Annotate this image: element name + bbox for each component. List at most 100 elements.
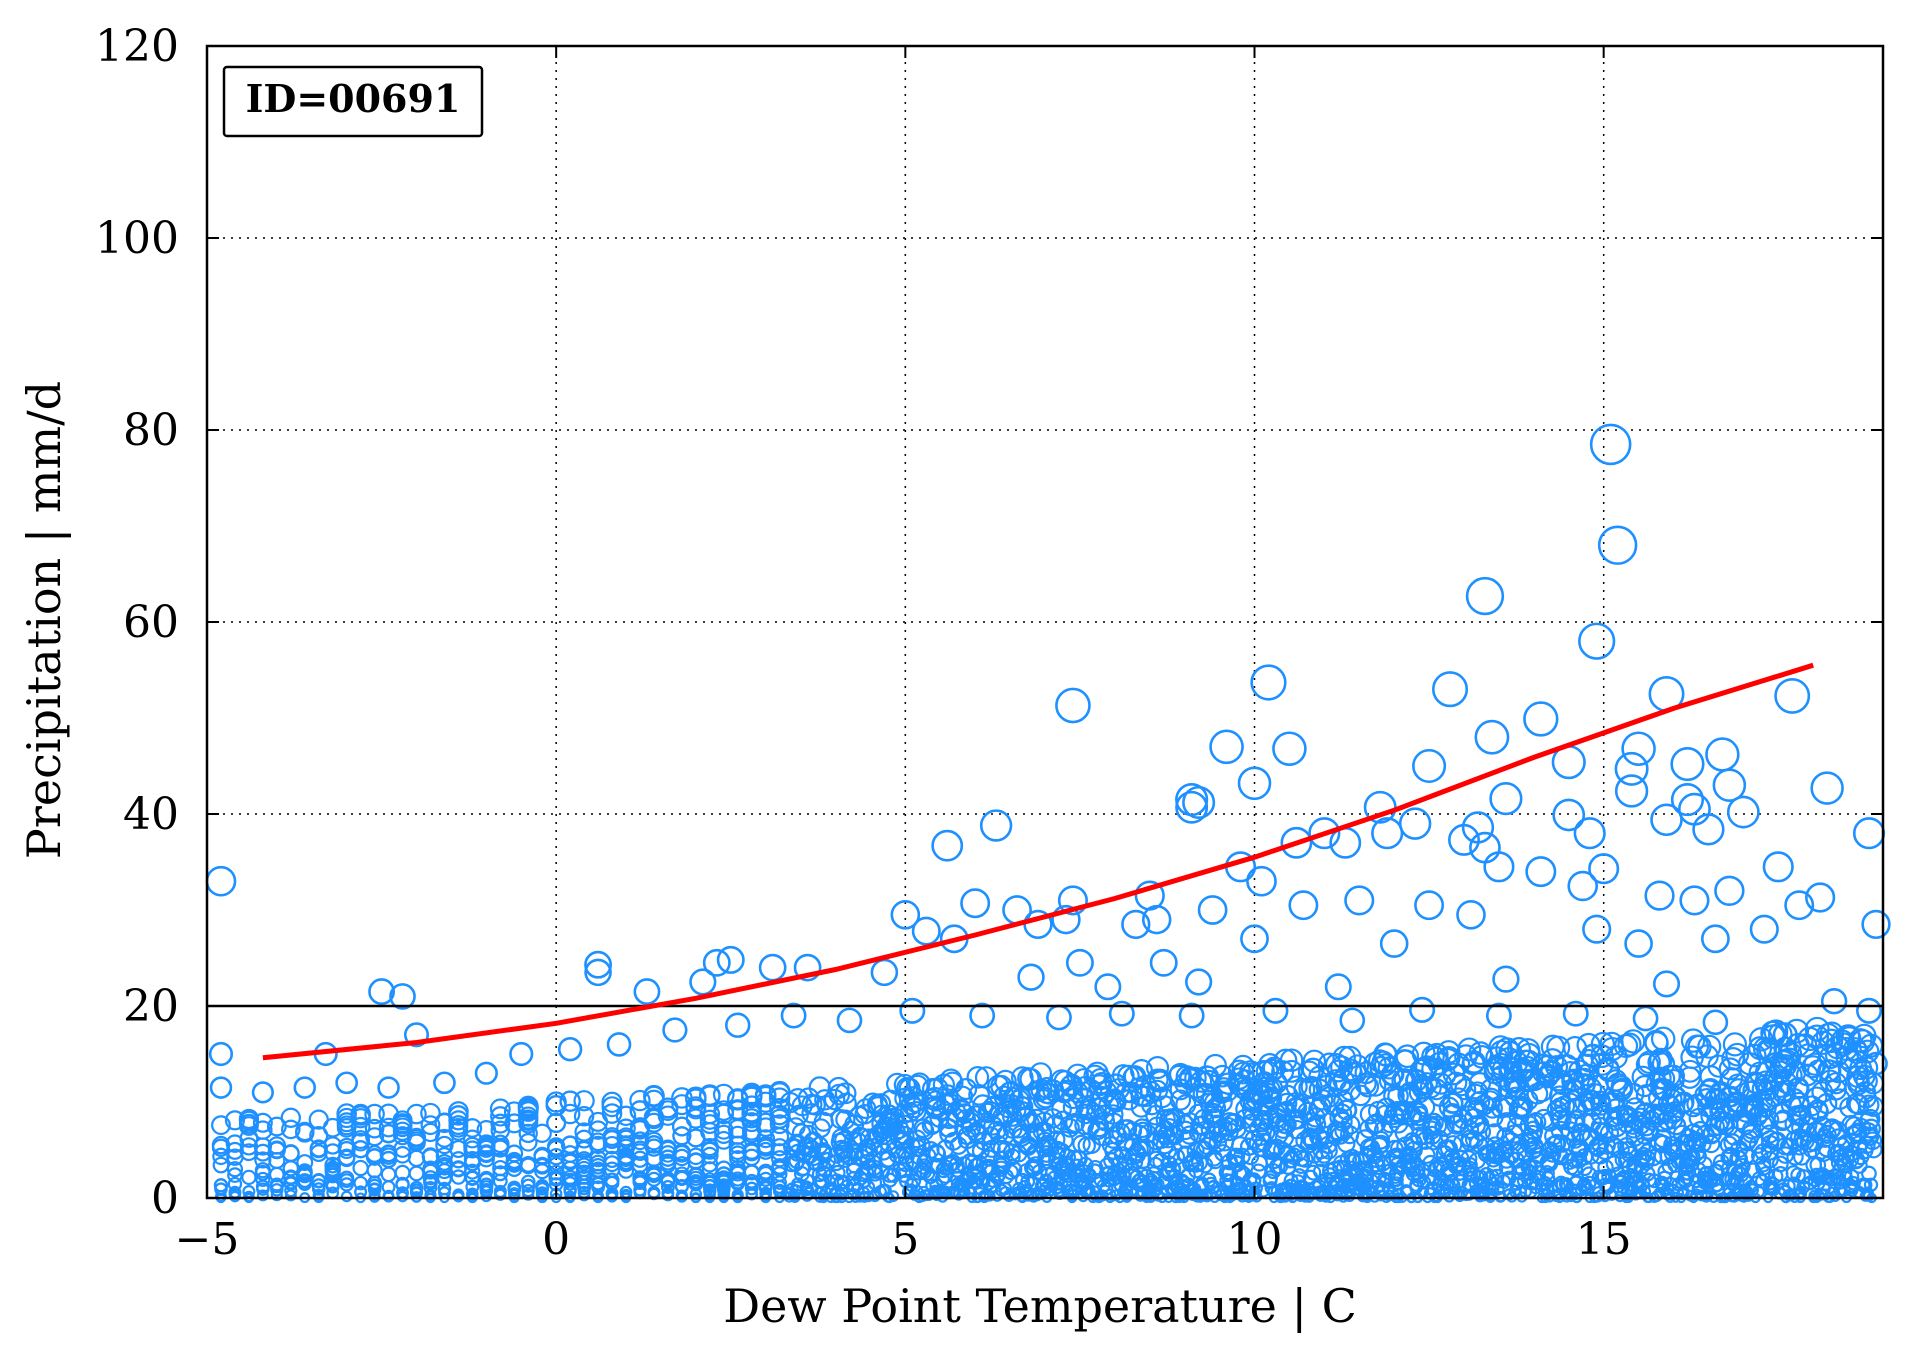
scatter-point xyxy=(406,1127,427,1147)
scatter-point xyxy=(1396,1136,1415,1155)
scatter-point xyxy=(1457,1037,1482,1062)
scatter-point xyxy=(1102,1104,1124,1125)
scatter-point xyxy=(293,1076,317,1099)
scatter-point xyxy=(632,1175,648,1190)
scatter-point xyxy=(1735,1189,1747,1202)
scatter-point xyxy=(1709,1178,1724,1193)
scatter-point xyxy=(834,1082,857,1105)
scatter-point xyxy=(700,1122,720,1142)
scatter-point xyxy=(1548,1085,1571,1108)
scatter-point xyxy=(517,1101,539,1122)
scatter-point xyxy=(1773,1036,1798,1061)
scatter-point xyxy=(1340,1114,1361,1135)
scatter-point xyxy=(615,1105,637,1127)
scatter-point xyxy=(1035,1131,1055,1151)
scatter-point xyxy=(559,1103,581,1125)
scatter-point xyxy=(1644,1029,1669,1055)
scatter-point xyxy=(979,809,1013,842)
scatter-point xyxy=(1354,1072,1377,1095)
scatter-point xyxy=(1775,1137,1795,1156)
scatter-point xyxy=(367,1178,382,1193)
scatter-point xyxy=(1178,1002,1205,1029)
scatter-point xyxy=(324,1156,342,1174)
scatter-point xyxy=(728,1125,748,1145)
scatter-point xyxy=(1634,1125,1655,1145)
scatter-point xyxy=(365,1127,385,1147)
scatter-point xyxy=(866,1093,888,1115)
scatter-point xyxy=(520,1174,536,1190)
scatter-point xyxy=(1861,1165,1877,1182)
scatter-point xyxy=(1805,882,1836,913)
scatter-point xyxy=(1688,1167,1704,1184)
scatter-point xyxy=(1183,1153,1202,1171)
scatter-point xyxy=(1864,1051,1888,1076)
scatter-point xyxy=(1436,1047,1460,1072)
scatter-point xyxy=(1537,1184,1551,1198)
scatter-point xyxy=(1576,1159,1593,1177)
scatter-point xyxy=(1006,1161,1023,1178)
scatter-point xyxy=(1356,1075,1380,1098)
id-annotation-box: ID=00691 xyxy=(222,65,484,138)
scatter-point xyxy=(866,1159,883,1176)
scatter-point xyxy=(311,1182,326,1196)
scatter-point xyxy=(1786,1148,1804,1166)
scatter-point xyxy=(1567,870,1598,902)
scatter-point xyxy=(672,1126,692,1146)
scatter-point xyxy=(1516,1038,1541,1063)
scatter-point xyxy=(1632,1005,1659,1032)
scatter-point xyxy=(633,978,661,1006)
scatter-point xyxy=(577,1181,591,1196)
scatter-point xyxy=(1774,677,1811,714)
scatter-point xyxy=(1734,1157,1751,1175)
scatter-point xyxy=(1697,1034,1722,1059)
scatter-point xyxy=(1280,826,1313,859)
scatter-point xyxy=(1855,1086,1877,1109)
scatter-point xyxy=(1483,851,1515,883)
scatter-point xyxy=(1189,1070,1213,1093)
scatter-point xyxy=(921,1077,944,1100)
scatter-point xyxy=(1706,1172,1722,1188)
scatter-point xyxy=(741,1108,762,1129)
scatter-point xyxy=(889,1119,910,1140)
y-axis-label: Precipitation | mm/d xyxy=(17,381,71,859)
scatter-point xyxy=(547,1137,566,1156)
scatter-point xyxy=(420,1115,441,1136)
scatter-point xyxy=(1690,1121,1711,1141)
scatter-point xyxy=(311,1173,327,1189)
scatter-point xyxy=(1551,1072,1574,1096)
scatter-point xyxy=(1057,885,1088,916)
scatter-point xyxy=(1201,1172,1217,1188)
scatter-point xyxy=(562,1176,578,1191)
scatter-point xyxy=(381,1180,396,1195)
scatter-point xyxy=(1456,899,1486,930)
scatter-point xyxy=(1184,1066,1207,1090)
scatter-point xyxy=(576,1174,592,1190)
scatter-point xyxy=(919,1165,936,1182)
scatter-point xyxy=(368,1189,381,1202)
scatter-point xyxy=(1848,1094,1870,1116)
scatter-point xyxy=(1719,1135,1739,1155)
scatter-point xyxy=(1046,1004,1072,1031)
scatter-point xyxy=(215,1190,227,1202)
scatter-point xyxy=(1798,1105,1820,1126)
scatter-point xyxy=(312,1188,325,1202)
scatter-point xyxy=(1058,1148,1076,1166)
y-tick-label: 100 xyxy=(95,213,179,264)
scatter-point xyxy=(1714,875,1745,906)
scatter-point xyxy=(573,1090,595,1112)
scatter-point xyxy=(228,1187,242,1201)
scatter-point xyxy=(1759,1124,1780,1144)
scatter-point xyxy=(905,1101,927,1122)
scatter-point xyxy=(1678,792,1711,826)
scatter-point xyxy=(1243,1183,1257,1198)
scatter-point xyxy=(1701,924,1730,954)
scatter-point xyxy=(1824,1072,1848,1095)
scatter-point xyxy=(1379,929,1409,958)
scatter-point xyxy=(972,1094,994,1116)
scatter-point xyxy=(1759,1109,1780,1130)
scatter-point xyxy=(1174,1182,1189,1197)
scatter-point xyxy=(1054,1130,1074,1150)
scatter-point xyxy=(254,1162,271,1179)
scatter-point xyxy=(890,899,921,930)
scatter-point xyxy=(1339,1171,1355,1187)
